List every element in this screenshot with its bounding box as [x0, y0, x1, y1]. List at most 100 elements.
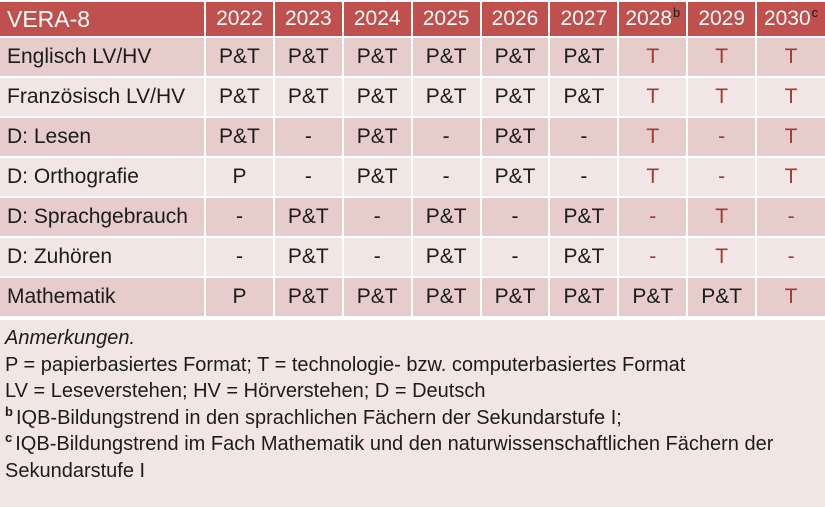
table-cell-2026: P&T [479, 276, 551, 318]
table-cell-2023: - [272, 156, 344, 198]
table-cell-2030: T [755, 276, 825, 318]
table-cell-2025: P&T [410, 236, 482, 278]
table-cell-2023: P&T [272, 236, 344, 278]
table-cell-2027: P&T [548, 196, 620, 238]
table-header: VERA-8 2022 2023 2024 2025 2026 2027 2028b 2029… [0, 0, 825, 38]
table-row: Mathematik P P&T P&T P&T P&T P&T P&T P&T T [0, 276, 825, 318]
header-footnote-marker-c: c [811, 5, 819, 20]
notes-heading: Anmerkungen. [5, 327, 136, 349]
column-header-2030: 2030c [755, 0, 825, 38]
column-header-2028: 2028b [617, 0, 689, 38]
notes-lines: P = papierbasiertes Format; T = technolo… [5, 352, 817, 485]
table-cell-2022: - [204, 196, 275, 238]
table-cell-2028: T [617, 156, 689, 198]
note-line: LV = Leseverstehen; HV = Hörverstehen; D… [5, 380, 486, 402]
table-row: D: Lesen P&T - P&T - P&T - T - T [0, 116, 825, 158]
table-cell-2029: T [686, 36, 758, 78]
table-cell-2022: - [204, 236, 275, 278]
table-cell-2027: - [548, 156, 620, 198]
table-cell-2029: T [686, 76, 758, 118]
table-row: Englisch LV/HV P&T P&T P&T P&T P&T P&T T T T [0, 36, 825, 78]
column-header-2029: 2029 [686, 0, 758, 38]
table-cell-2022: P&T [204, 116, 275, 158]
header-footnote-marker-b: b [673, 5, 681, 20]
table-cell-2024: P&T [341, 156, 413, 198]
row-label: D: Zuhören [0, 236, 206, 278]
row-label: Englisch LV/HV [0, 36, 206, 78]
table-cell-2030: - [755, 236, 825, 278]
table-cell-2029: T [686, 236, 758, 278]
note-line: c IQB-Bildungstrend im Fach Mathematik un… [5, 430, 774, 482]
table-cell-2023: P&T [272, 196, 344, 238]
footnote-marker-c: c [5, 430, 13, 446]
table-cell-2024: - [341, 196, 413, 238]
table-cell-2025: P&T [410, 36, 482, 78]
table-row: D: Sprachgebrauch - P&T - P&T - P&T - T - [0, 196, 825, 238]
table-cell-2026: P&T [479, 76, 551, 118]
table-cell-2025: P&T [410, 276, 482, 318]
table-cell-2022: P [204, 276, 275, 318]
row-label: D: Orthografie [0, 156, 206, 198]
column-header-2027: 2027 [548, 0, 620, 38]
table-cell-2030: - [755, 196, 825, 238]
table-cell-2024: P&T [341, 116, 413, 158]
notes-section: Anmerkungen. P = papierbasiertes Format;… [0, 318, 825, 507]
table-cell-2022: P [204, 156, 275, 198]
table-cell-2026: P&T [479, 36, 551, 78]
table-cell-2023: P&T [272, 76, 344, 118]
table-cell-2027: P&T [548, 236, 620, 278]
vera8-table: VERA-8 2022 2023 2024 2025 2026 2027 2028b 2029… [0, 0, 825, 318]
table-cell-2029: T [686, 196, 758, 238]
table-cell-2030: T [755, 76, 825, 118]
table-cell-2030: T [755, 156, 825, 198]
table-cell-2030: T [755, 116, 825, 158]
row-label: D: Lesen [0, 116, 206, 158]
table-cell-2023: P&T [272, 36, 344, 78]
table-cell-2028: T [617, 36, 689, 78]
table-cell-2029: - [686, 116, 758, 158]
column-header-2024: 2024 [341, 0, 413, 38]
table-cell-2028: - [617, 236, 689, 278]
note-line: b IQB-Bildungstrend in den sprachlichen F… [5, 403, 622, 429]
table-cell-2030: T [755, 36, 825, 78]
table-row: D: Zuhören - P&T - P&T - P&T - T - [0, 236, 825, 278]
row-label: D: Sprachgebrauch [0, 196, 206, 238]
column-header-2026: 2026 [479, 0, 551, 38]
table-cell-2026: - [479, 196, 551, 238]
table-title: VERA-8 [0, 0, 206, 38]
table-cell-2024: P&T [341, 76, 413, 118]
table-cell-2027: P&T [548, 36, 620, 78]
column-header-2025: 2025 [410, 0, 482, 38]
row-label: Mathematik [0, 276, 206, 318]
table-cell-2024: - [341, 236, 413, 278]
table-row: D: Orthografie P - P&T - P&T - T - T [0, 156, 825, 198]
table-cell-2023: P&T [272, 276, 344, 318]
table-body: Englisch LV/HV P&T P&T P&T P&T P&T P&T T T T Franz… [0, 36, 825, 318]
table-cell-2027: - [548, 116, 620, 158]
column-header-2023: 2023 [272, 0, 344, 38]
table-cell-2025: P&T [410, 196, 482, 238]
table-cell-2023: - [272, 116, 344, 158]
table-cell-2027: P&T [548, 276, 620, 318]
note-line: P = papierbasiertes Format; T = technolo… [5, 353, 686, 376]
table-cell-2026: P&T [479, 116, 551, 158]
table-row: Französisch LV/HV P&T P&T P&T P&T P&T P&T T T T [0, 76, 825, 118]
table-cell-2025: - [410, 156, 482, 198]
table-cell-2025: - [410, 116, 482, 158]
table-cell-2028: T [617, 76, 689, 118]
table-cell-2028: P&T [617, 276, 689, 318]
table-cell-2027: P&T [548, 76, 620, 118]
table-cell-2022: P&T [204, 36, 275, 78]
column-header-2022: 2022 [204, 0, 275, 38]
table-cell-2028: T [617, 116, 689, 158]
table-cell-2024: P&T [341, 36, 413, 78]
table-cell-2024: P&T [341, 276, 413, 318]
table-cell-2022: P&T [204, 76, 275, 118]
table-cell-2026: - [479, 236, 551, 278]
header-row: VERA-8 2022 2023 2024 2025 2026 2027 2028b 2029… [0, 0, 825, 38]
footnote-marker-b: b [5, 403, 13, 419]
table-cell-2028: - [617, 196, 689, 238]
table-cell-2025: P&T [410, 76, 482, 118]
row-label: Französisch LV/HV [0, 76, 206, 118]
